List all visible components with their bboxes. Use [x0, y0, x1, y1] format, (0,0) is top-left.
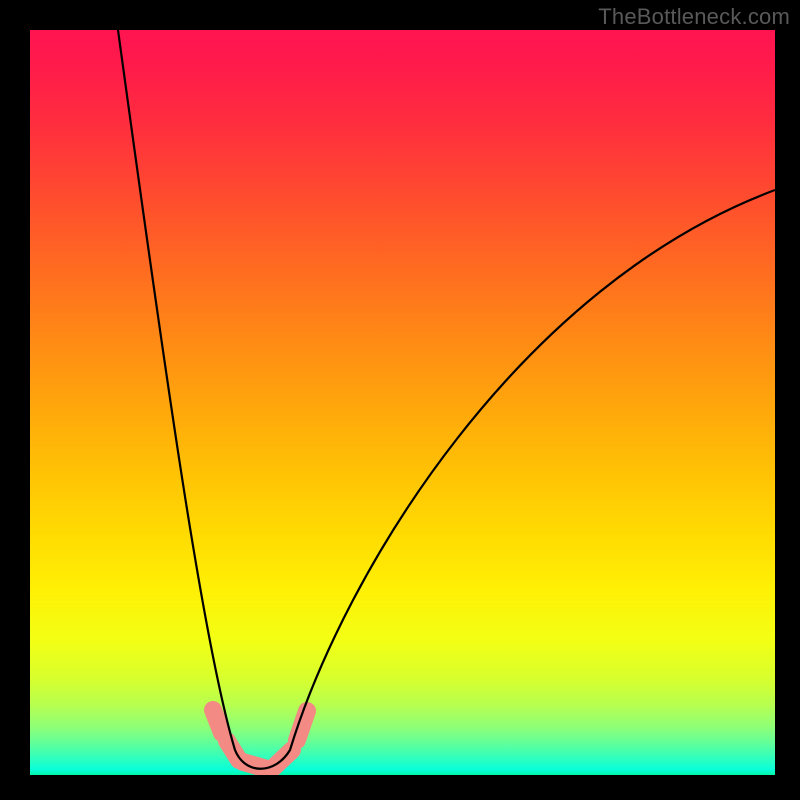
bottleneck-curve: [118, 30, 775, 769]
figure-outer: TheBottleneck.com: [0, 0, 800, 800]
curve-layer: [30, 30, 775, 775]
watermark-text: TheBottleneck.com: [598, 4, 790, 30]
plot-area: [30, 30, 775, 775]
